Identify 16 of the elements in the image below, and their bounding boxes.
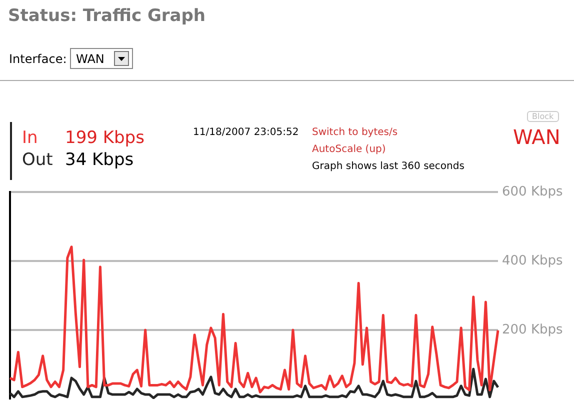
text: 34 Kbps [65, 150, 134, 170]
y-tick-label: 200 Kbps [502, 322, 563, 338]
y-tick-label: 400 Kbps [502, 253, 563, 268]
y-tick-label: 600 Kbps [502, 184, 563, 200]
text: Out [22, 150, 53, 170]
text: 199 Kbps [65, 128, 144, 148]
chart-title: Status: Traffic Graph [8, 6, 206, 26]
text: Interface: [9, 52, 67, 66]
text: 11/18/2007 23:05:52 [193, 127, 299, 138]
text: Block [527, 111, 559, 122]
text: AutoScale (up) [312, 144, 386, 155]
text: In [22, 128, 38, 148]
text: WAN [70, 48, 133, 69]
text: WAN [513, 125, 560, 149]
text: Graph shows last 360 seconds [312, 161, 464, 172]
text: Switch to bytes/s [312, 127, 398, 138]
